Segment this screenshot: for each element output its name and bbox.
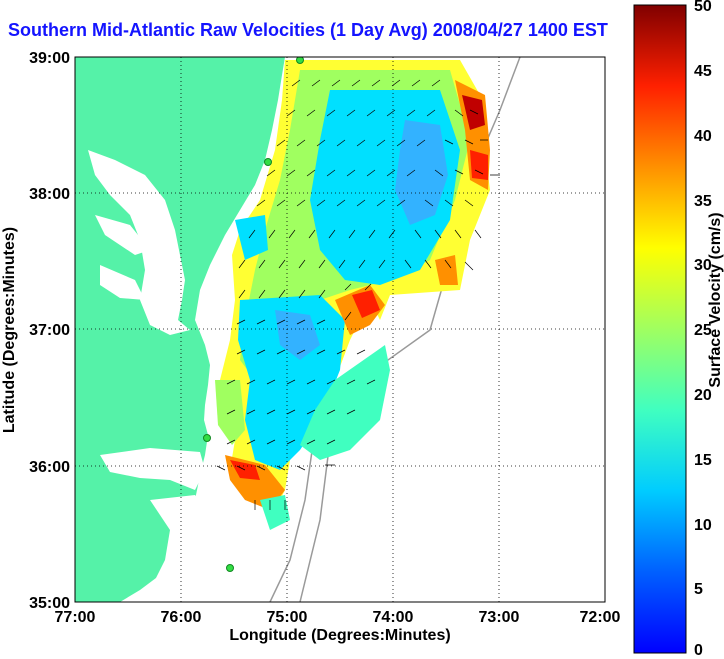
isobath-2 [299, 57, 521, 602]
colorbar-gradient [633, 4, 687, 654]
albemarle-sound [100, 448, 205, 490]
colorbar-tick: 10 [694, 517, 712, 534]
station-marker [226, 564, 234, 572]
y-axis: 39:00 38:00 37:00 36:00 35:00 Latitude (… [1, 50, 70, 612]
colorbar-tick: 25 [694, 322, 712, 339]
colorbar-tick: 30 [694, 257, 712, 274]
grid-lines [75, 57, 605, 602]
colorbar-tick: 15 [694, 452, 712, 469]
x-tick-label: 75:00 [267, 609, 308, 626]
x-axis: 77:00 76:00 75:00 74:00 73:00 72:00 Long… [55, 609, 621, 644]
map-title: Southern Mid-Atlantic Raw Velocities (1 … [8, 20, 608, 40]
station-marker [264, 158, 272, 166]
chesapeake-bay [88, 150, 190, 335]
y-axis-label: Latitude (Degrees:Minutes) [1, 227, 18, 433]
colorbar-tick: 0 [694, 642, 703, 659]
x-tick-label: 73:00 [479, 609, 520, 626]
y-tick-label: 35:00 [29, 595, 70, 612]
colorbar-tick: 50 [694, 0, 712, 15]
colorbar-tick: 45 [694, 63, 712, 80]
vector-arrows [216, 79, 500, 510]
x-tick-label: 72:00 [580, 609, 621, 626]
plot-frame [74, 56, 606, 603]
y-tick-label: 38:00 [29, 186, 70, 203]
station-marker [203, 434, 211, 442]
y-tick-label: 39:00 [29, 50, 70, 67]
x-tick-label: 76:00 [161, 609, 202, 626]
colorbar: 50 45 40 35 30 25 20 15 10 5 0 Surface V… [633, 0, 724, 659]
y-tick-label: 36:00 [29, 459, 70, 476]
colorbar-tick: 40 [694, 128, 712, 145]
x-tick-label: 74:00 [373, 609, 414, 626]
velocity-field [215, 60, 490, 530]
y-tick-label: 37:00 [29, 322, 70, 339]
colorbar-tick: 5 [694, 581, 703, 598]
x-axis-label: Longitude (Degrees:Minutes) [229, 627, 450, 644]
x-tick-label: 77:00 [55, 609, 96, 626]
colorbar-label: Surface Velocity (cm/s) [707, 212, 724, 387]
river-potomac [95, 215, 150, 255]
colorbar-tick: 20 [694, 387, 712, 404]
station-marker [296, 57, 304, 64]
river-rappahannock [100, 265, 145, 300]
colorbar-tick: 35 [694, 193, 712, 210]
pamlico-sound [150, 495, 220, 600]
